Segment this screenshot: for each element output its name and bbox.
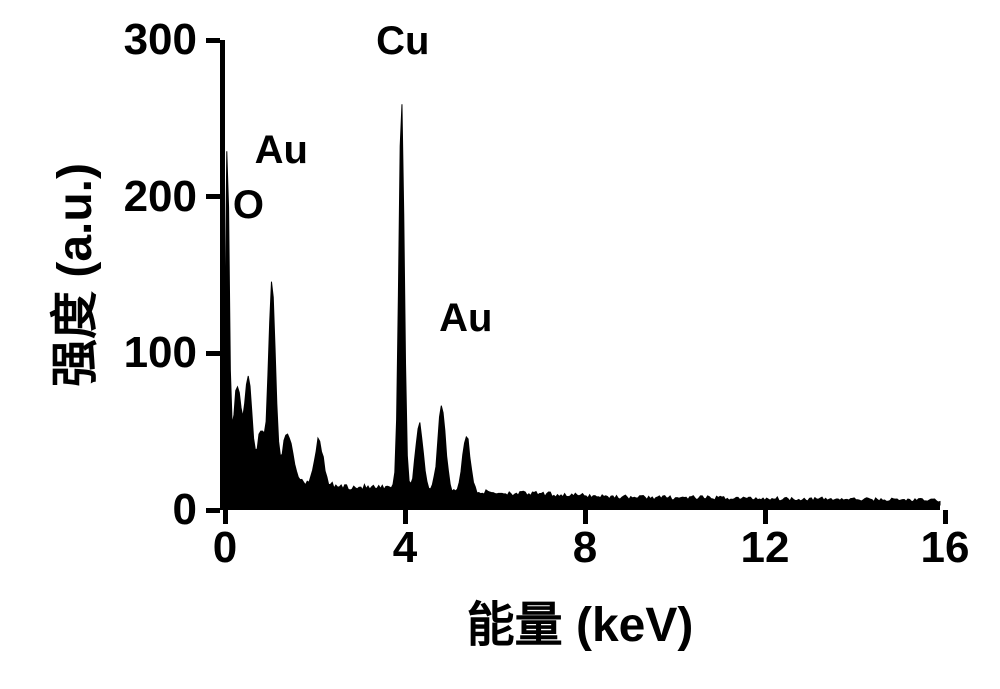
y-tick bbox=[206, 194, 220, 199]
x-tick-label: 8 bbox=[573, 523, 597, 573]
eds-spectrum-figure: 0 4 8 12 16 0 100 200 300 O Au Cu Au 强度 (a.u.) 能量 (k… bbox=[0, 0, 1000, 689]
x-tick bbox=[403, 510, 408, 524]
x-axis-label: 能量 (keV) bbox=[467, 585, 694, 655]
x-tick bbox=[943, 510, 948, 524]
y-tick-label: 200 bbox=[124, 172, 197, 222]
y-tick-label: 0 bbox=[173, 485, 197, 535]
y-tick bbox=[206, 351, 220, 356]
x-tick-label: 12 bbox=[741, 523, 790, 573]
peak-label: Au bbox=[439, 296, 492, 341]
y-tick-label: 300 bbox=[124, 15, 197, 65]
plot-area: 04812160100200300OAuCuAu bbox=[220, 40, 940, 510]
peak-label: Au bbox=[255, 128, 308, 173]
y-tick-label: 100 bbox=[124, 328, 197, 378]
y-axis-label: 强度 (a.u.) bbox=[35, 163, 105, 387]
y-tick bbox=[206, 38, 220, 43]
peak-label: Cu bbox=[376, 19, 429, 64]
x-tick bbox=[583, 510, 588, 524]
x-tick bbox=[763, 510, 768, 524]
spectrum-path bbox=[225, 40, 940, 505]
x-tick-label: 0 bbox=[213, 523, 237, 573]
x-tick-label: 16 bbox=[921, 523, 970, 573]
peak-label: O bbox=[233, 183, 264, 228]
x-tick-label: 4 bbox=[393, 523, 417, 573]
x-tick bbox=[223, 510, 228, 524]
y-tick bbox=[206, 508, 220, 513]
